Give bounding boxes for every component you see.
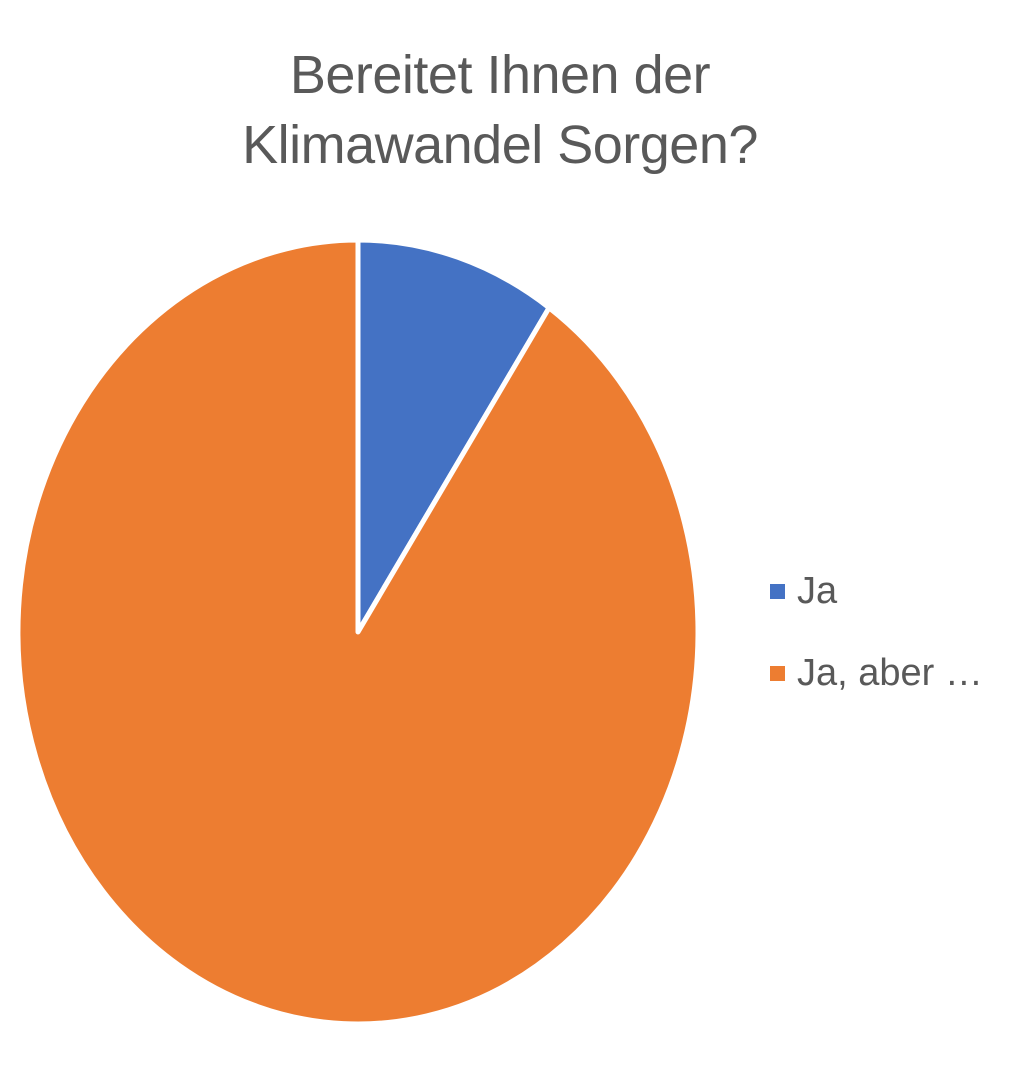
legend-swatch-ja bbox=[770, 583, 785, 599]
legend-item-ja: Ja bbox=[770, 565, 983, 617]
chart-title-line-2: Klimawandel Sorgen? bbox=[242, 115, 758, 175]
chart-title: Bereitet Ihnen der Klimawandel Sorgen? bbox=[0, 40, 1000, 180]
legend: Ja Ja, aber … bbox=[770, 565, 983, 729]
legend-label-ja: Ja bbox=[797, 569, 838, 612]
pie-slice-ja-aber bbox=[15, 237, 701, 1027]
pie-slice-ja bbox=[355, 237, 552, 635]
legend-item-ja-aber: Ja, aber … bbox=[770, 647, 983, 699]
legend-label-ja-aber: Ja, aber … bbox=[797, 651, 983, 694]
chart-title-line-1: Bereitet Ihnen der bbox=[289, 45, 711, 105]
legend-swatch-ja-aber bbox=[770, 665, 785, 681]
